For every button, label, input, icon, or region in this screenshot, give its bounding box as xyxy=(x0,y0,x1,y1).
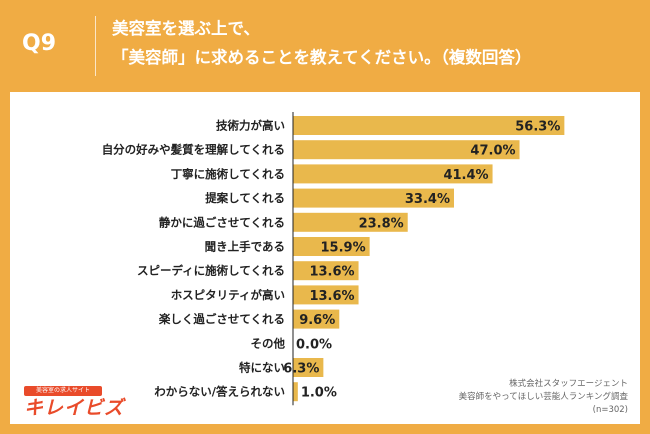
chart-panel: 技術力が高い 56.3% 自分の好みや髪質を理解してくれる 47.0% 丁寧に施術してく… xyxy=(10,92,640,424)
bar xyxy=(293,237,370,256)
category-label: 自分の好みや髪質を理解してくれる xyxy=(102,143,285,157)
logo-name: キレイビズ xyxy=(24,397,125,419)
category-label: その他 xyxy=(251,336,286,350)
category-label: 技術力が高い xyxy=(216,119,285,133)
question-line-2: 「美容師」に求めることを教えてください。（複数回答） xyxy=(112,48,532,67)
question-line-1: 美容室を選ぶ上で、 xyxy=(112,19,260,38)
bar xyxy=(293,382,298,402)
category-label: 丁寧に施術してくれる xyxy=(171,167,285,181)
value-label: 0.0% xyxy=(296,337,332,352)
category-label: スピーディに施術してくれる xyxy=(137,264,285,278)
value-label: 1.0% xyxy=(301,386,337,401)
category-label: わからない/答えられない xyxy=(154,385,285,399)
bar xyxy=(293,116,565,135)
question-text: 美容室を選ぶ上で、 「美容師」に求めることを教えてください。（複数回答） xyxy=(112,14,632,72)
bar xyxy=(293,285,359,305)
bar xyxy=(293,212,408,232)
bar xyxy=(293,140,520,160)
value-label: 13.6% xyxy=(309,289,354,304)
category-label: 楽しく過ごさせてくれる xyxy=(158,312,285,326)
site-logo: 美容室の求人サイト キレイビズ xyxy=(24,386,134,420)
value-label: 41.4% xyxy=(443,168,488,183)
value-label: 13.6% xyxy=(309,265,354,280)
question-number: Q9 xyxy=(22,31,57,56)
value-label: 23.8% xyxy=(359,216,404,231)
value-label: 56.3% xyxy=(515,120,560,135)
bar xyxy=(293,261,359,281)
bar xyxy=(293,309,340,329)
header: Q9 美容室を選ぶ上で、 「美容師」に求めることを教えてください。（複数回答） xyxy=(0,0,650,92)
logo-tagline: 美容室の求人サイト xyxy=(24,386,102,396)
bar xyxy=(293,188,454,208)
category-label: 提案してくれる xyxy=(205,191,285,205)
value-label: 6.3% xyxy=(283,362,319,377)
category-label: 静かに過ごさせてくれる xyxy=(159,215,285,229)
value-label: 15.9% xyxy=(321,241,366,256)
bar xyxy=(293,164,493,184)
source-sample-size: (n=302) xyxy=(592,405,628,415)
source-company: 株式会社スタッフエージェント xyxy=(509,379,628,389)
source-note: 株式会社スタッフエージェント 美容師をやってほしい芸能人ランキング調査 (n=3… xyxy=(438,378,628,417)
bar-chart: 技術力が高い 56.3% 自分の好みや髪質を理解してくれる 47.0% 丁寧に施術してく… xyxy=(102,112,565,406)
source-survey: 美容師をやってほしい芸能人ランキング調査 xyxy=(458,392,628,402)
category-label: 特にない xyxy=(239,361,285,375)
category-label: 聞き上手である xyxy=(205,240,285,254)
value-label: 47.0% xyxy=(470,144,515,159)
category-label: ホスピタリティが高い xyxy=(171,288,285,302)
bar xyxy=(293,358,324,377)
header-divider xyxy=(95,16,96,76)
value-label: 9.6% xyxy=(299,313,335,328)
value-label: 33.4% xyxy=(405,192,450,207)
